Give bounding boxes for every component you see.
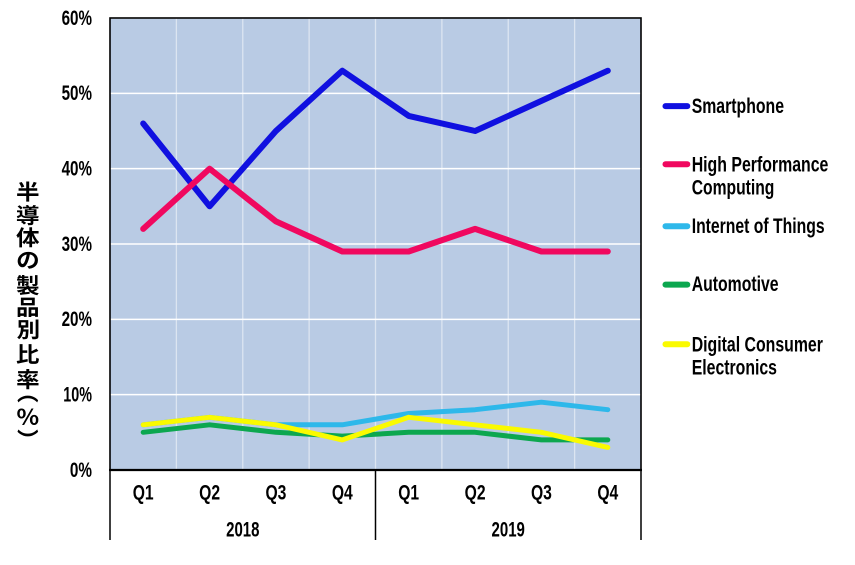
svg-text:60%: 60% bbox=[62, 7, 93, 30]
svg-text:Computing: Computing bbox=[692, 176, 775, 199]
svg-text:Digital Consumer: Digital Consumer bbox=[692, 334, 823, 357]
svg-text:Q2: Q2 bbox=[199, 482, 220, 505]
svg-text:Q2: Q2 bbox=[465, 482, 486, 505]
svg-text:30%: 30% bbox=[62, 233, 93, 256]
svg-text:Q3: Q3 bbox=[265, 482, 286, 505]
svg-text:0%: 0% bbox=[70, 459, 92, 482]
svg-text:40%: 40% bbox=[62, 158, 93, 181]
svg-text:2019: 2019 bbox=[492, 519, 525, 542]
svg-text:High Performance: High Performance bbox=[692, 153, 829, 176]
svg-text:Smartphone: Smartphone bbox=[692, 95, 784, 118]
svg-text:Q3: Q3 bbox=[531, 482, 552, 505]
svg-text:Automotive: Automotive bbox=[692, 273, 779, 296]
svg-text:Q1: Q1 bbox=[398, 482, 419, 505]
svg-text:Q4: Q4 bbox=[597, 482, 618, 505]
svg-text:10%: 10% bbox=[63, 384, 92, 407]
svg-text:Internet of Things: Internet of Things bbox=[692, 215, 825, 238]
svg-text:50%: 50% bbox=[62, 82, 93, 105]
svg-text:20%: 20% bbox=[62, 308, 93, 331]
svg-text:Electronics: Electronics bbox=[692, 357, 777, 380]
svg-text:2018: 2018 bbox=[226, 519, 260, 542]
svg-text:Q4: Q4 bbox=[332, 482, 353, 505]
svg-text:Q1: Q1 bbox=[133, 482, 154, 505]
